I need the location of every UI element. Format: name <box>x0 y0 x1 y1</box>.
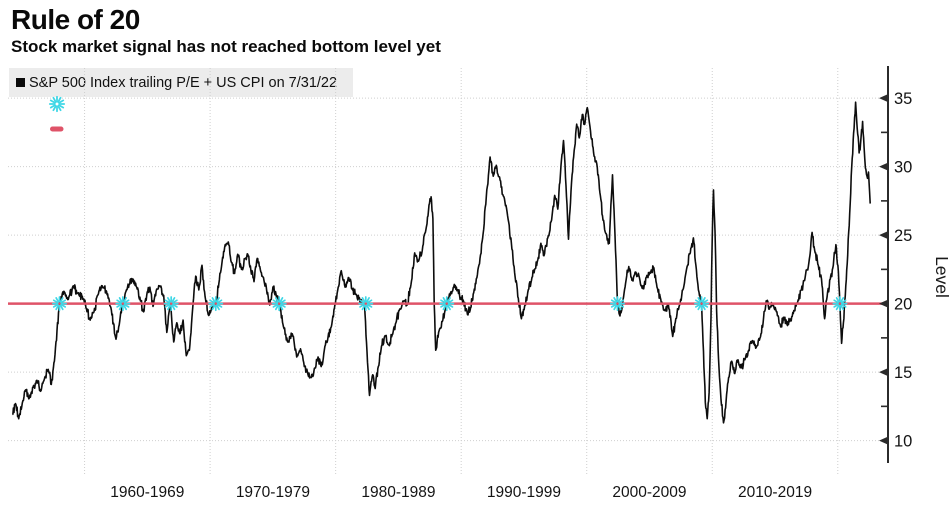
chart-title: Rule of 20 <box>11 4 140 35</box>
series-line <box>11 101 871 424</box>
threshold-cross-marker-icon <box>832 296 848 312</box>
threshold-cross-marker-icon <box>271 296 287 312</box>
threshold-cross-marker-icon <box>610 296 625 312</box>
y-tick-label: 15 <box>894 364 912 382</box>
y-tick-label: 10 <box>894 433 912 451</box>
y-tick-label: 20 <box>894 296 912 314</box>
major-tick-icon <box>879 231 888 240</box>
x-tick-label: 2010-2019 <box>738 484 812 501</box>
threshold-cross-marker-icon <box>439 296 455 312</box>
legend-series-label: S&P 500 Index trailing P/E + US CPI on 7… <box>29 74 338 91</box>
y-axis-title: Level <box>932 256 951 298</box>
y-tick-label: 35 <box>894 90 912 108</box>
major-tick-icon <box>879 436 888 445</box>
threshold-cross-marker-icon <box>115 296 131 312</box>
x-tick-label: 1990-1999 <box>487 484 561 501</box>
chart-subtitle: Stock market signal has not reached bott… <box>11 37 441 56</box>
threshold-line-swatch-icon <box>50 126 64 132</box>
y-tick-label: 30 <box>894 159 912 177</box>
x-tick-label: 1960-1969 <box>110 484 184 501</box>
asterisk-marker-swatch-icon <box>48 95 66 113</box>
x-tick-label: 1970-1979 <box>236 484 310 501</box>
threshold-cross-marker-icon <box>163 296 179 312</box>
major-tick-icon <box>879 94 888 103</box>
major-tick-icon <box>879 299 888 308</box>
threshold-cross-marker-icon <box>52 296 67 312</box>
threshold-cross-marker-icon <box>208 296 224 312</box>
x-tick-label: 1980-1989 <box>361 484 435 501</box>
y-tick-label: 25 <box>894 227 912 245</box>
legend: S&P 500 Index trailing P/E + US CPI on 7… <box>9 68 353 97</box>
major-tick-icon <box>879 368 888 377</box>
threshold-cross-marker-icon <box>694 296 710 312</box>
threshold-cross-marker-icon <box>358 296 374 312</box>
series-swatch-icon <box>16 78 25 87</box>
x-tick-label: 2000-2009 <box>612 484 686 501</box>
major-tick-icon <box>879 162 888 171</box>
